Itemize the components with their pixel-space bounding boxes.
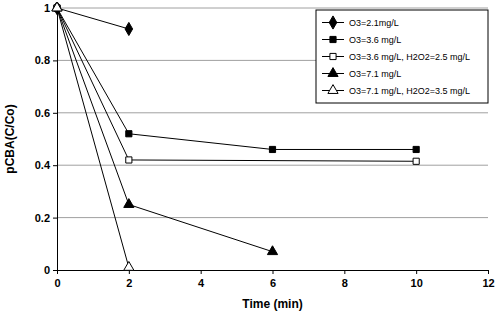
legend-marker <box>328 68 338 77</box>
x-tick-mark <box>273 270 274 274</box>
series <box>52 2 278 254</box>
x-tick-label: 2 <box>126 277 132 289</box>
series-line <box>57 8 273 252</box>
plot-area: 0 2 4 6 8 10 12 0 0.2 0.4 0.6 0.8 1 <box>35 1 495 288</box>
grid-line <box>57 165 488 166</box>
legend-label: O3=7.1 mg/L, H2O2=3.5 mg/L <box>349 86 470 96</box>
legend: O3=2.1mg/L O3=3.6 mg/L O3=3.6 mg/L, H2O2=2… <box>316 10 488 103</box>
x-tick: 4 <box>198 270 205 289</box>
y-tick: 0.8 <box>35 54 57 66</box>
x-tick-label: 4 <box>198 277 205 289</box>
series-line <box>57 8 129 267</box>
y-tick-label: 0.6 <box>35 107 50 119</box>
series-line <box>57 8 129 29</box>
series <box>52 2 134 270</box>
x-tick-mark <box>416 270 417 274</box>
y-tick: 0.6 <box>35 107 57 119</box>
legend-marker <box>329 16 337 29</box>
x-tick-label: 6 <box>270 277 276 289</box>
point <box>124 261 134 270</box>
x-tick-label: 0 <box>54 277 60 289</box>
x-tick: 0 <box>54 270 60 289</box>
point <box>124 199 134 208</box>
legend-marker <box>330 53 336 59</box>
y-tick-label: 0.8 <box>35 54 50 66</box>
y-tick-label: 0.4 <box>35 159 51 171</box>
legend-label: O3=3.6 mg/L, H2O2=2.5 mg/L <box>349 52 470 62</box>
x-tick-mark <box>344 270 345 274</box>
x-tick-label: 10 <box>411 277 423 289</box>
grid-line <box>57 8 488 9</box>
y-tick: 0.4 <box>35 159 57 171</box>
x-axis: 0 2 4 6 8 10 12 <box>54 270 494 289</box>
point <box>126 157 132 163</box>
x-tick: 12 <box>482 270 494 289</box>
y-axis-title: pCBA(C/Co) <box>3 104 17 173</box>
y-tick-label: 0 <box>44 264 50 276</box>
x-tick-label: 8 <box>342 277 348 289</box>
legend-marker <box>328 85 338 94</box>
x-tick-label: 12 <box>482 277 494 289</box>
chart: 0 2 4 6 8 10 12 0 0.2 0.4 0.6 0.8 1 Time (min) pCBA(C/… <box>0 0 500 316</box>
x-tick-mark <box>201 270 202 274</box>
y-axis: 0 0.2 0.4 0.6 0.8 1 <box>35 2 58 276</box>
x-tick: 2 <box>126 270 132 289</box>
point <box>413 158 419 164</box>
y-axis-line <box>57 9 58 271</box>
point <box>269 146 275 152</box>
x-tick-mark <box>488 270 489 274</box>
legend-box <box>316 10 488 103</box>
x-tick: 6 <box>270 270 276 289</box>
y-tick-mark <box>53 113 57 114</box>
grid-line <box>57 217 488 218</box>
point <box>52 2 62 11</box>
legend-marker <box>330 36 336 42</box>
x-axis-title: Time (min) <box>242 297 302 311</box>
x-tick: 10 <box>411 270 423 289</box>
point <box>52 2 62 11</box>
legend-label: O3=2.1mg/L <box>349 18 399 28</box>
y-tick-mark <box>53 60 57 61</box>
series-group <box>52 2 419 270</box>
y-tick-mark <box>53 165 57 166</box>
x-tick-mark <box>57 270 58 274</box>
y-tick-mark <box>53 270 57 271</box>
point <box>125 22 133 35</box>
legend-label: O3=3.6 mg/L <box>349 35 401 45</box>
point <box>126 131 132 137</box>
y-tick-label: 0.2 <box>35 212 50 224</box>
y-tick-label: 1 <box>44 2 50 14</box>
y-tick: 0.2 <box>35 212 57 224</box>
grid-line <box>57 112 488 113</box>
legend-label: O3=7.1 mg/L <box>349 69 401 79</box>
point <box>413 146 419 152</box>
point <box>267 246 277 255</box>
y-tick: 0 <box>44 264 57 276</box>
x-tick: 8 <box>342 270 348 289</box>
y-tick-mark <box>53 218 57 219</box>
